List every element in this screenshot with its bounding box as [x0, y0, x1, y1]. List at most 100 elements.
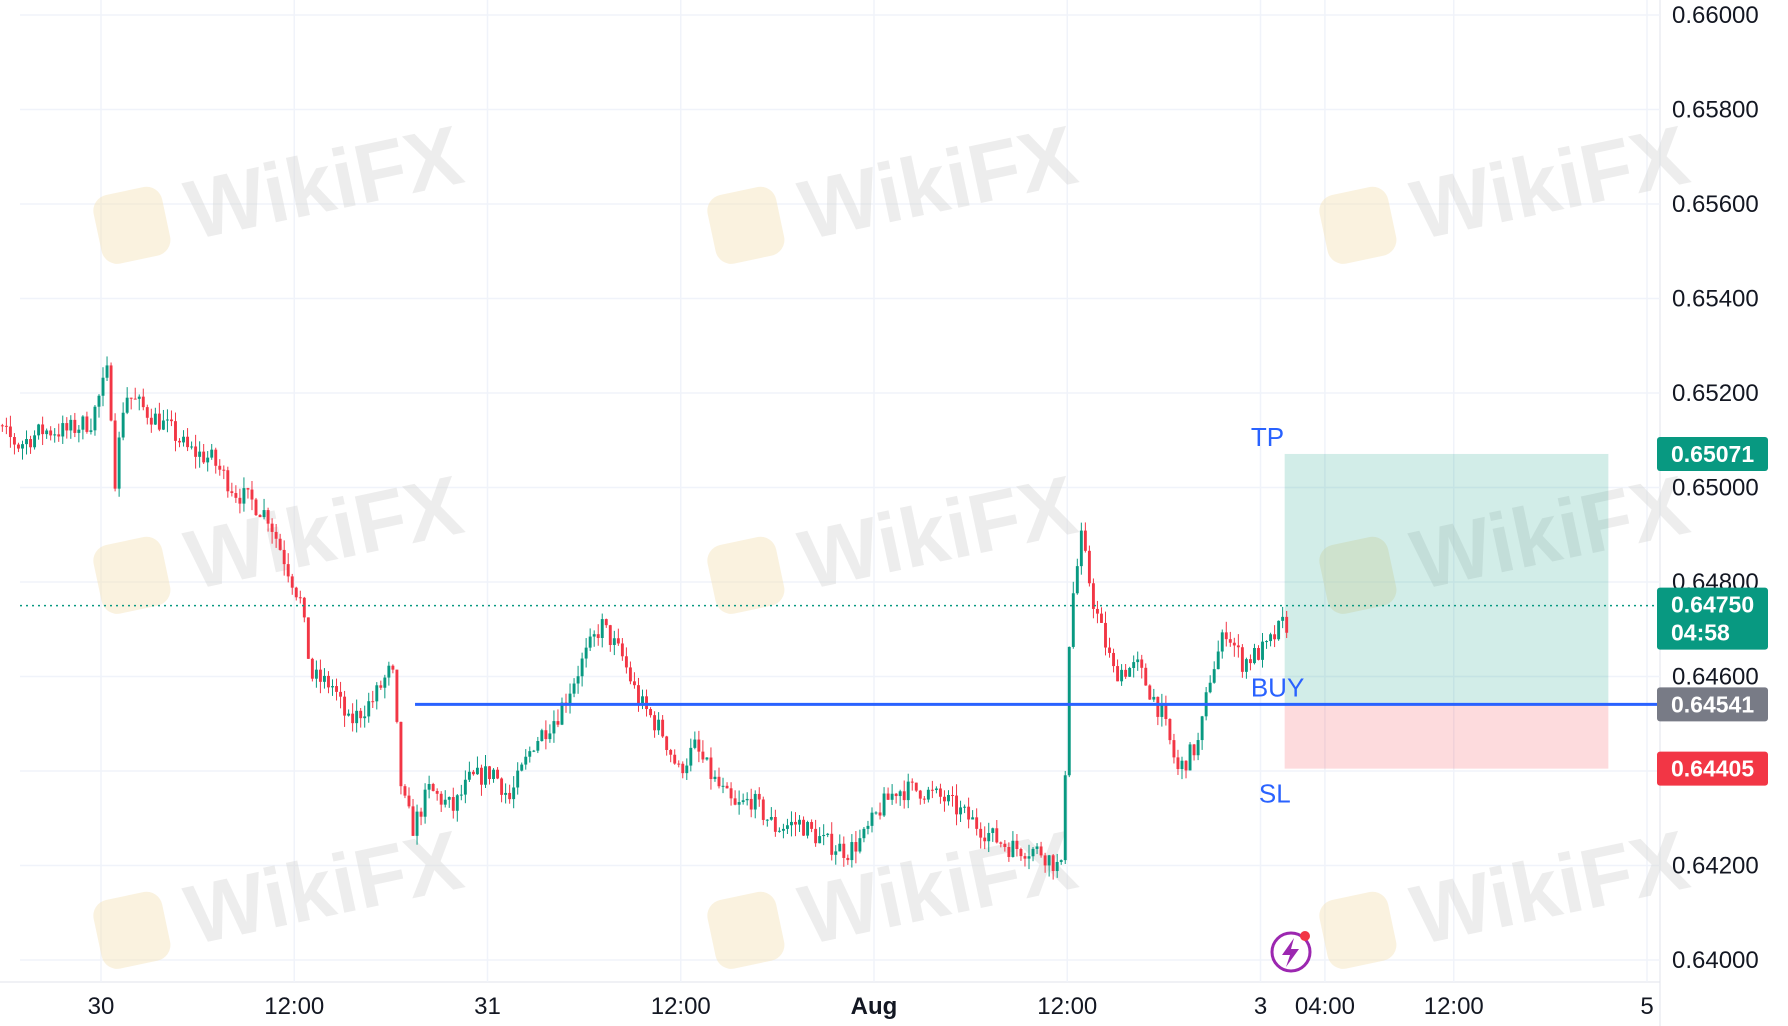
- candle-body: [351, 713, 355, 724]
- candle-body: [77, 429, 81, 433]
- tp-price-tag-box: [1657, 436, 1768, 471]
- candle-body: [347, 713, 351, 716]
- candle-body: [773, 817, 777, 832]
- price-axis[interactable]: 0.66000 0.65800 0.65600 0.65400 0.65200 0.650…: [1672, 2, 1759, 974]
- candle-body: [604, 619, 608, 626]
- candle-body: [592, 634, 596, 637]
- watermark-logo-icon: [707, 186, 785, 264]
- time-tick-label: 12:00: [1424, 993, 1484, 1020]
- candle-body: [37, 424, 41, 436]
- candle-body: [41, 424, 45, 435]
- take-profit-zone: [1284, 453, 1609, 705]
- candle-body: [705, 757, 709, 760]
- candle-body: [1269, 634, 1273, 642]
- candle-body: [1104, 622, 1107, 648]
- candle-body: [435, 790, 439, 794]
- candle-body: [1196, 740, 1200, 756]
- watermark: WikiFX: [93, 107, 470, 264]
- lightning-icon[interactable]: [1270, 931, 1312, 973]
- candle-body: [238, 497, 242, 504]
- price-tick-label: 0.64000: [1672, 947, 1759, 974]
- candle-body: [218, 465, 222, 470]
- candle-body: [733, 798, 737, 805]
- candle-body: [645, 696, 648, 710]
- candle-body: [596, 634, 600, 638]
- watermark: WikiFX: [707, 107, 1084, 264]
- candle-body: [471, 771, 475, 775]
- candle-body: [894, 793, 898, 797]
- candle-body: [608, 625, 612, 645]
- candle-body: [250, 489, 254, 500]
- candle-body: [49, 430, 53, 436]
- candle-body: [161, 420, 165, 430]
- watermark-logo-icon: [707, 536, 785, 614]
- candle-body: [947, 794, 950, 802]
- candle-body: [45, 430, 49, 435]
- candle-body: [1095, 608, 1099, 614]
- candle-body: [1164, 704, 1168, 720]
- candle-body: [693, 739, 697, 748]
- candle-body: [198, 451, 202, 457]
- candle-body: [101, 377, 105, 396]
- candle-body: [1116, 666, 1120, 682]
- candle-body: [399, 721, 403, 787]
- candle-body: [415, 811, 419, 836]
- candle-body: [230, 491, 234, 494]
- price-lines: [20, 604, 1660, 706]
- candle-body: [286, 564, 290, 577]
- last-price-tag-box: [1657, 587, 1768, 650]
- watermark-logo-icon: [93, 536, 171, 614]
- price-tick-label: 0.65200: [1672, 380, 1759, 407]
- candle-body: [814, 828, 818, 844]
- time-axis[interactable]: 30 12:00 31 12:00 Aug 12:00 3 04:00 12:00 5: [88, 993, 1654, 1020]
- time-tick-label: Aug: [851, 993, 898, 1020]
- candle-body: [665, 736, 669, 750]
- time-tick-label: 04:00: [1295, 993, 1355, 1020]
- candle-body: [790, 821, 793, 826]
- buy-label: BUY: [1251, 672, 1304, 702]
- candle-body: [810, 822, 814, 829]
- watermark: WikiFX: [1319, 107, 1696, 264]
- candle-body: [431, 784, 435, 791]
- candle-body: [1015, 840, 1019, 849]
- candle-body: [137, 396, 141, 399]
- candle-body: [914, 782, 918, 791]
- candle-body: [302, 597, 306, 618]
- candle-body: [568, 693, 572, 704]
- candle-body: [1043, 855, 1047, 866]
- candle-body: [1007, 847, 1011, 857]
- watermark: WikiFX: [1319, 812, 1696, 969]
- lightning-bolt-icon: [1282, 938, 1299, 967]
- candle-body: [294, 587, 298, 598]
- watermark-text: WikiFX: [177, 812, 470, 962]
- candle-body: [846, 857, 850, 861]
- candle-body: [375, 685, 379, 702]
- candle-body: [343, 696, 347, 716]
- candle-body: [306, 617, 310, 659]
- last-price-tag-value: 0.64750: [1671, 592, 1754, 618]
- candle-body: [117, 437, 121, 489]
- candle-body: [202, 451, 206, 463]
- candle-body: [781, 828, 785, 831]
- candle-body: [1011, 840, 1015, 857]
- candle-body: [1035, 846, 1039, 849]
- watermark-logo-icon: [1319, 536, 1397, 614]
- candle-body: [141, 396, 145, 408]
- candle-body: [785, 825, 789, 829]
- candle-body: [1220, 632, 1224, 652]
- candle-body: [753, 793, 757, 810]
- candle-body: [721, 785, 725, 787]
- candle-body: [681, 763, 685, 774]
- candle-body: [701, 751, 705, 760]
- candle-body: [818, 836, 822, 844]
- candle-body: [89, 430, 93, 432]
- candle-body: [745, 798, 749, 801]
- candle-body: [1124, 669, 1128, 677]
- candle-body: [649, 709, 653, 716]
- price-tick-label: 0.65400: [1672, 286, 1759, 313]
- candle-body: [278, 538, 282, 550]
- candle-body: [898, 791, 902, 797]
- position-boxes: [1284, 453, 1609, 769]
- candle-body: [488, 766, 491, 779]
- candle-body: [1156, 696, 1160, 717]
